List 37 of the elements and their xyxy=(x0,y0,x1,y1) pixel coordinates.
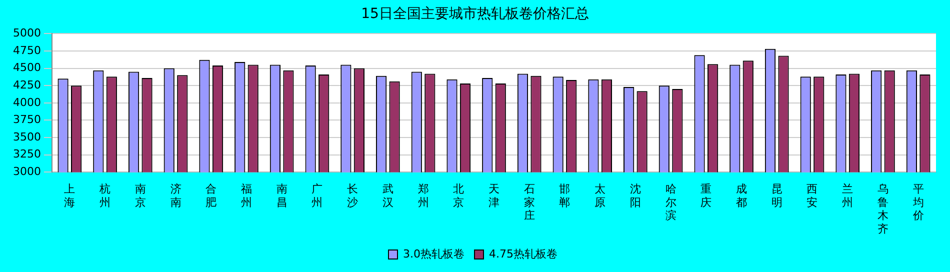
y-tick-label: 4750 xyxy=(12,44,41,57)
x-tick-label: 广州 xyxy=(312,182,323,209)
x-tick-label: 南京 xyxy=(134,182,146,209)
x-tick-label: 石家庄 xyxy=(524,182,535,222)
y-tick-label: 3750 xyxy=(12,113,41,126)
x-tick-label: 武汉 xyxy=(382,182,394,209)
y-tick-label: 4000 xyxy=(12,96,41,109)
x-tick-label: 西安 xyxy=(806,182,818,209)
x-tick-label: 重庆 xyxy=(700,182,712,209)
legend-label: 4.75热轧板卷 xyxy=(489,247,558,260)
y-tick-label: 5000 xyxy=(12,26,41,40)
y-tick-label: 3500 xyxy=(12,130,41,144)
x-tick-label: 郑州 xyxy=(418,182,429,209)
y-tick-label: 3250 xyxy=(12,148,41,161)
x-tick-label: 太原 xyxy=(594,182,606,209)
y-tick-label: 4500 xyxy=(12,61,41,74)
x-tick-label: 成都 xyxy=(736,182,748,209)
x-tick-label: 昆明 xyxy=(771,182,782,209)
y-tick-label: 3000 xyxy=(12,165,41,178)
x-tick-label: 北京 xyxy=(453,182,464,209)
x-tick-label: 乌鲁木齐 xyxy=(877,182,888,236)
x-tick-label: 哈尔滨 xyxy=(665,182,676,222)
x-tick-label: 福州 xyxy=(240,182,252,209)
x-tick-label: 天津 xyxy=(488,182,500,209)
legend-label: 3.0热轧板卷 xyxy=(403,247,465,260)
x-tick-label: 兰州 xyxy=(842,182,854,209)
x-tick-label: 邯郸 xyxy=(559,182,570,209)
x-tick-label: 合肥 xyxy=(206,182,217,209)
y-tick-label: 4250 xyxy=(12,78,41,92)
chart-title: 15日全国主要城市热轧板卷价格汇总 xyxy=(360,5,590,23)
x-tick-label: 济南 xyxy=(170,182,182,209)
x-tick-label: 杭州 xyxy=(98,182,111,209)
x-tick-label: 沈阳 xyxy=(630,182,641,209)
x-tick-label: 南昌 xyxy=(276,182,288,209)
x-tick-label: 长沙 xyxy=(347,182,358,209)
x-tick-label: 上海 xyxy=(64,182,76,209)
x-tick-label: 平均价 xyxy=(912,182,924,222)
